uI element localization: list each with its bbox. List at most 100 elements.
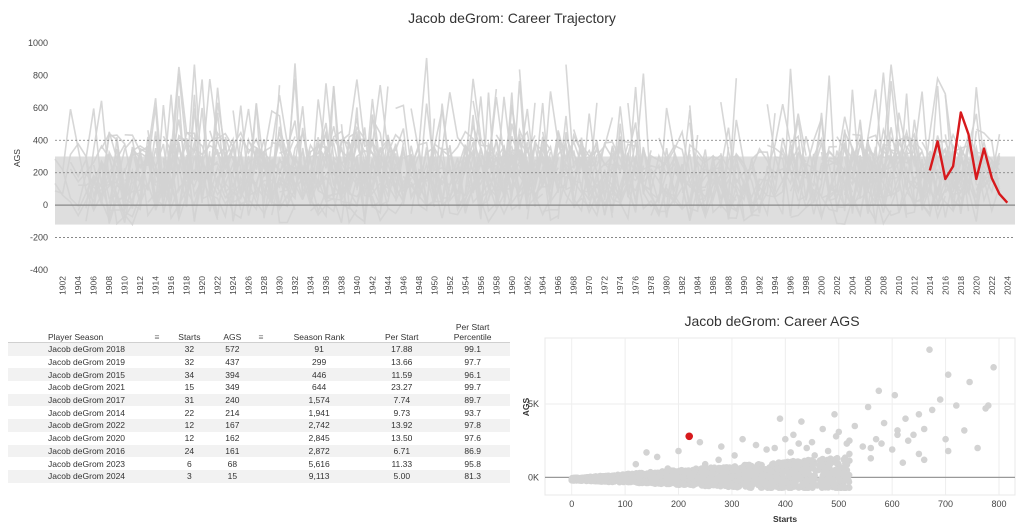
cell-player-season: Jacob deGrom 2022 bbox=[8, 419, 148, 432]
table-row[interactable]: Jacob deGrom 2015 34 394 446 11.59 96.1 bbox=[8, 368, 510, 382]
x-tick-label: 1926 bbox=[244, 276, 254, 295]
scatter-cloud-point bbox=[742, 483, 749, 490]
scatter-cloud-point bbox=[727, 480, 735, 488]
scatter-cloud-point bbox=[786, 461, 794, 468]
scatter-cloud-point bbox=[841, 484, 848, 491]
sort-descending-icon[interactable]: ≡ bbox=[148, 318, 166, 343]
header-ags[interactable]: AGS bbox=[212, 318, 252, 343]
scatter-point bbox=[864, 403, 872, 411]
x-tick-label: 2020 bbox=[971, 276, 981, 295]
scatter-point bbox=[787, 449, 794, 456]
table-row[interactable]: Jacob deGrom 2017 31 240 1,574 7.74 89.7 bbox=[8, 393, 510, 407]
cell-per-start-percentile: 97.8 bbox=[435, 419, 510, 432]
scatter-cloud-point bbox=[784, 468, 792, 476]
scatter-cloud-point bbox=[762, 481, 769, 489]
x-tick-label: 2004 bbox=[847, 276, 857, 295]
table-row[interactable]: Jacob deGrom 2018 32 572 91 17.88 99.1 bbox=[8, 342, 510, 356]
degrom-point[interactable] bbox=[685, 432, 694, 441]
scatter-point bbox=[664, 465, 672, 472]
trajectory-y-axis-label: AGS bbox=[12, 149, 22, 167]
table-row[interactable]: Jacob deGrom 2022 12 167 2,742 13.92 97.8 bbox=[8, 419, 510, 432]
cell-spacer bbox=[252, 457, 270, 470]
scatter-cloud-point bbox=[640, 477, 648, 485]
cell-player-season: Jacob deGrom 2017 bbox=[8, 393, 148, 407]
header-per-start[interactable]: Per Start bbox=[368, 318, 436, 343]
scatter-title: Jacob deGrom: Career AGS bbox=[684, 313, 859, 329]
cell-per-start-percentile: 81.3 bbox=[435, 469, 510, 483]
table-row[interactable]: Jacob deGrom 2024 3 15 9,113 5.00 81.3 bbox=[8, 469, 510, 483]
x-tick-label: 1962 bbox=[522, 276, 532, 295]
scatter-point bbox=[752, 441, 760, 449]
x-tick-label: 1976 bbox=[631, 276, 641, 295]
table-row[interactable]: Jacob deGrom 2021 15 349 644 23.27 99.7 bbox=[8, 381, 510, 394]
header-per-start-percentile[interactable]: Per Start Percentile bbox=[435, 318, 510, 343]
header-player-season[interactable]: Player Season bbox=[8, 318, 148, 343]
degrom-series-line[interactable] bbox=[928, 111, 1009, 204]
scatter-point bbox=[795, 440, 802, 447]
y-tick-label: 600 bbox=[33, 103, 48, 113]
scatter-point bbox=[819, 425, 826, 433]
scatter-point bbox=[942, 435, 949, 443]
x-tick-label: 1918 bbox=[182, 276, 192, 295]
x-tick-label: 1938 bbox=[336, 276, 346, 295]
cell-season-rank: 1,574 bbox=[269, 393, 369, 407]
cell-per-start: 7.74 bbox=[368, 393, 436, 407]
scatter-cloud-point bbox=[575, 475, 583, 483]
scatter-point bbox=[920, 456, 928, 464]
scatter-point bbox=[888, 446, 896, 453]
scatter-cloud-point bbox=[629, 472, 636, 479]
header-starts[interactable]: Starts bbox=[166, 318, 213, 343]
x-tick-label: 1972 bbox=[600, 276, 610, 295]
table-row[interactable]: Jacob deGrom 2019 32 437 299 13.66 97.7 bbox=[8, 356, 510, 369]
cell-per-start: 13.50 bbox=[391, 433, 413, 444]
scatter-point bbox=[936, 396, 944, 403]
scatter-point bbox=[824, 447, 832, 455]
cell-starts: 15 bbox=[184, 382, 195, 393]
scatter-point bbox=[675, 447, 682, 455]
degrom-career-point[interactable] bbox=[685, 432, 694, 441]
x-tick-label: 2022 bbox=[987, 276, 997, 295]
cell-per-start: 9.73 bbox=[393, 407, 411, 418]
x-tick-label: 1946 bbox=[398, 276, 408, 295]
cell-per-start: 11.59 bbox=[368, 368, 436, 382]
degrom-trajectory-line[interactable] bbox=[928, 111, 1009, 204]
table-row[interactable]: Jacob deGrom 2016 24 161 2,872 6.71 86.9 bbox=[8, 444, 510, 458]
x-tick-label: 700 bbox=[938, 499, 953, 509]
x-tick-label: 1968 bbox=[569, 276, 579, 295]
table-row[interactable]: Jacob deGrom 2020 12 162 2,845 13.50 97.6 bbox=[8, 432, 510, 445]
cell-spacer bbox=[251, 393, 270, 407]
scatter-cloud-point bbox=[797, 474, 804, 482]
x-tick-label: 1950 bbox=[429, 276, 439, 295]
scatter-cloud-point bbox=[824, 484, 832, 491]
scatter-cloud-point bbox=[739, 463, 746, 471]
scatter-cloud-point bbox=[676, 467, 683, 475]
x-tick-label: 2016 bbox=[940, 276, 950, 295]
x-tick-label: 1980 bbox=[662, 276, 672, 295]
header-season-rank[interactable]: Season Rank bbox=[269, 318, 369, 343]
scatter-point bbox=[643, 449, 650, 456]
scatter-cloud-point bbox=[756, 478, 764, 486]
x-tick-label: 1916 bbox=[166, 276, 176, 295]
x-tick-label: 1930 bbox=[275, 276, 285, 295]
cell-season-rank: 1,941 bbox=[308, 407, 330, 418]
scatter-point bbox=[926, 346, 933, 353]
scatter-point bbox=[902, 415, 909, 422]
scatter-cloud-point bbox=[664, 477, 671, 485]
table-row[interactable]: Jacob deGrom 2023 6 68 5,616 11.33 95.8 bbox=[8, 457, 510, 470]
sort-descending-icon[interactable]: ≡ bbox=[251, 318, 270, 343]
x-tick-label: 1960 bbox=[507, 276, 517, 295]
scatter-point bbox=[990, 364, 997, 371]
table-row[interactable]: Jacob deGrom 2014 22 214 1,941 9.73 93.7 bbox=[8, 406, 510, 419]
x-tick-label: 1984 bbox=[693, 276, 703, 295]
scatter-cloud-point bbox=[723, 465, 730, 472]
cell-ags: 161 bbox=[212, 444, 252, 458]
y-tick-label: 400 bbox=[33, 135, 48, 145]
x-tick-label: 1936 bbox=[321, 276, 331, 295]
cell-ags: 15 bbox=[212, 469, 252, 483]
x-tick-label: 1910 bbox=[120, 276, 130, 295]
x-tick-label: 2008 bbox=[878, 276, 888, 295]
scatter-point bbox=[891, 391, 899, 399]
cell-starts: 12 bbox=[184, 433, 195, 444]
scatter-ticks: 0 100 200 300 400 500 600 700 800 0K 5K bbox=[528, 399, 1007, 509]
scatter-point bbox=[771, 444, 778, 452]
